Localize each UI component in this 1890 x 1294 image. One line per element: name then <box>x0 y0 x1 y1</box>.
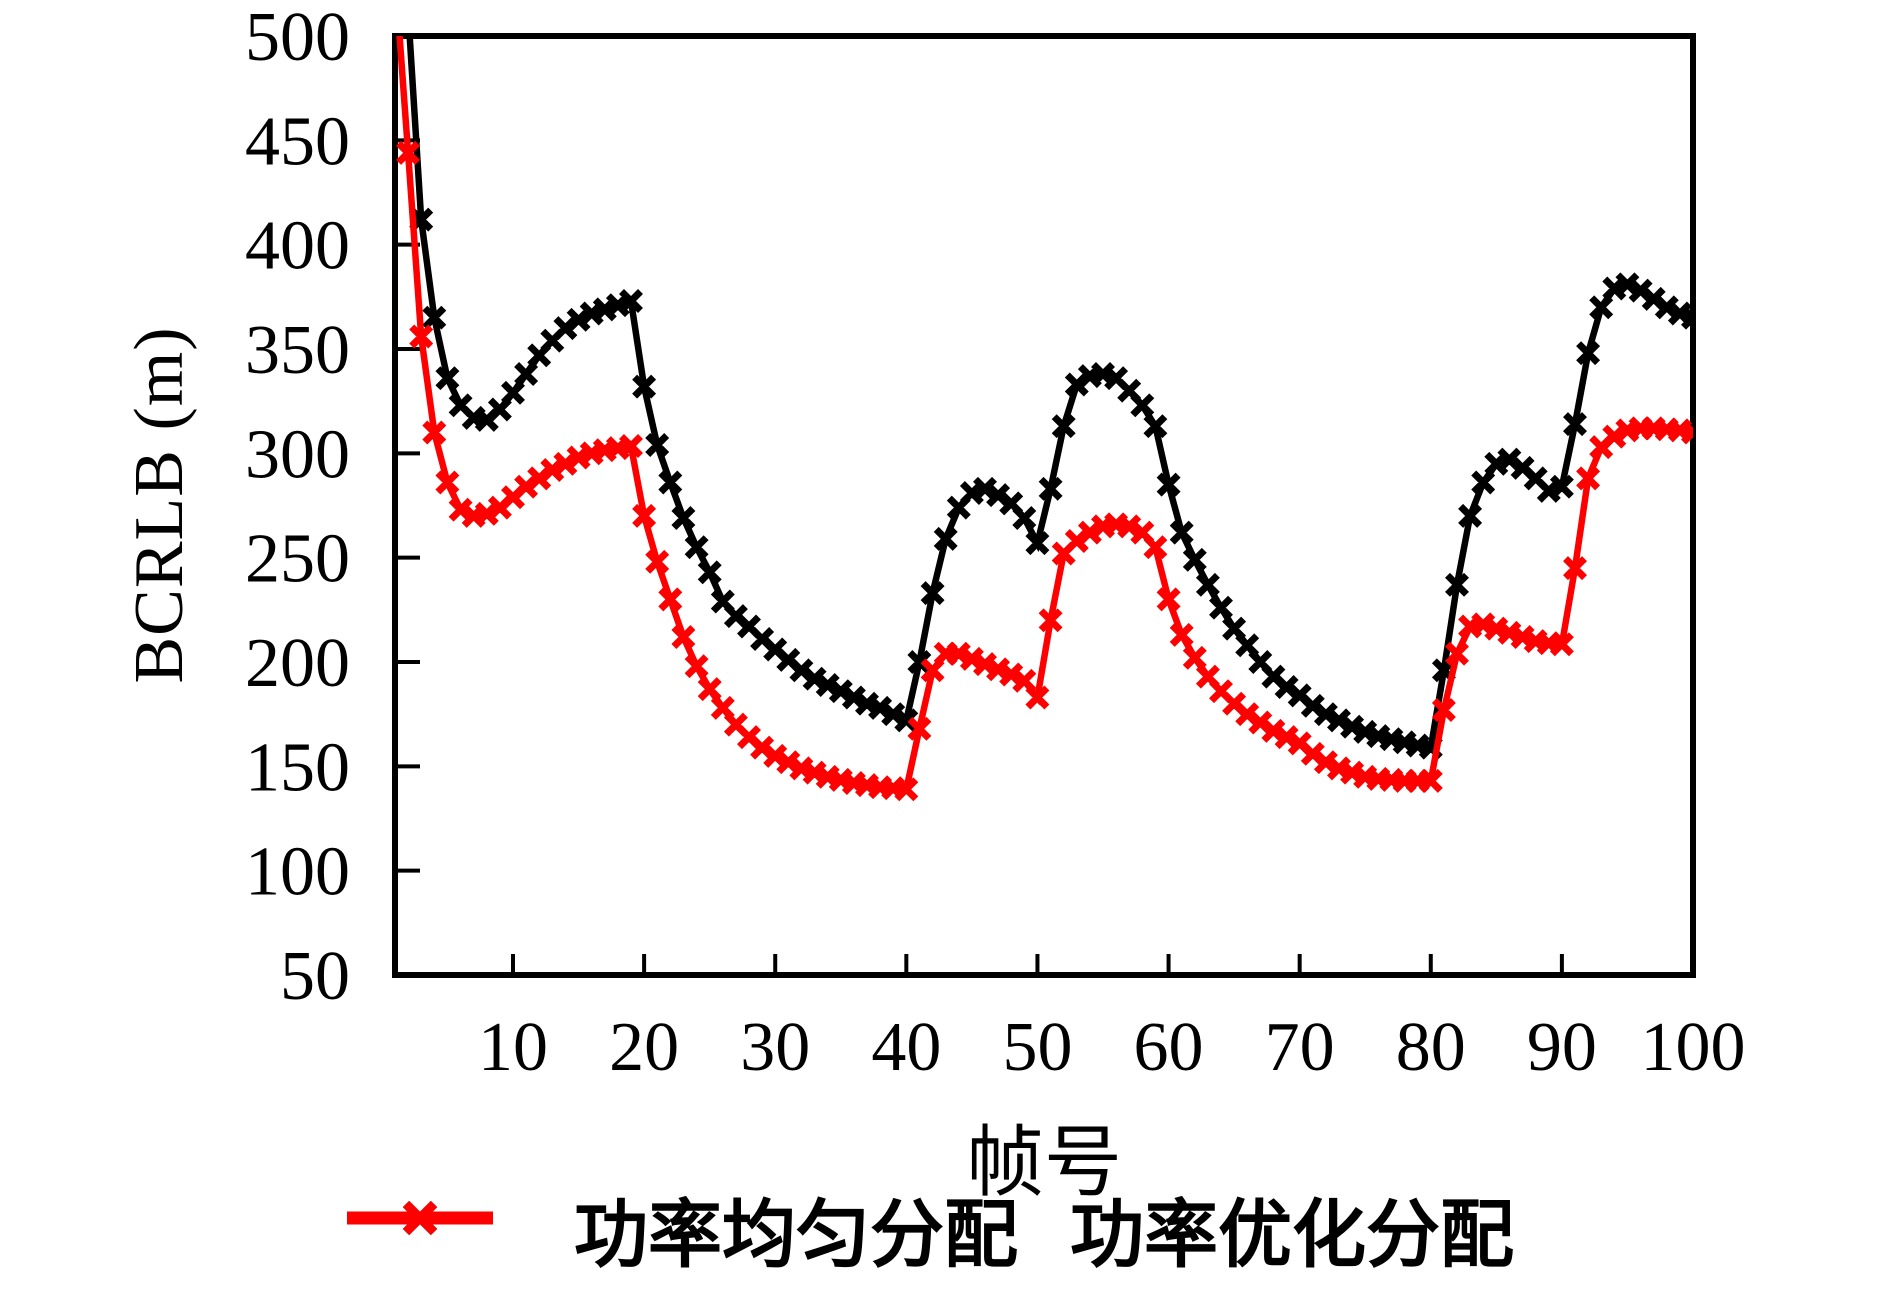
x-axis-label: 帧号 <box>965 1119 1122 1206</box>
y-tick-label: 450 <box>245 103 350 180</box>
legend-label-uniform: 功率均匀分配 <box>574 1193 1018 1276</box>
x-tick-label: 40 <box>871 1009 941 1086</box>
x-tick-label: 60 <box>1134 1009 1204 1086</box>
x-tick-label: 20 <box>609 1009 679 1086</box>
legend: 功率均匀分配 功率优化分配 <box>345 1198 1743 1272</box>
y-tick-label: 400 <box>245 208 350 285</box>
series-optimized-power-line <box>396 36 1693 793</box>
series-optimized-power <box>396 36 1693 802</box>
x-tick-label: 10 <box>478 1009 548 1086</box>
series-uniform-power <box>406 36 1693 760</box>
y-tick-label: 50 <box>280 938 350 1015</box>
x-tick-label: 30 <box>740 1009 810 1086</box>
legend-item-optimized: 功率优化分配 <box>347 1193 1514 1276</box>
x-tick-label: 90 <box>1527 1009 1597 1086</box>
y-tick-label: 100 <box>245 834 350 911</box>
series-optimized-power-markers <box>396 140 1693 802</box>
legend-item-uniform: 功率均匀分配 <box>347 1193 1018 1276</box>
y-tick-label: 250 <box>245 521 350 598</box>
y-tick-label: 200 <box>245 625 350 702</box>
y-tick-label: 500 <box>245 0 350 76</box>
y-tick-label: 150 <box>245 729 350 806</box>
x-tick-label: 100 <box>1641 1009 1746 1086</box>
axis-frame <box>392 33 1696 978</box>
x-tick-label: 70 <box>1265 1009 1335 1086</box>
series-uniform-power-markers <box>409 207 1693 760</box>
legend-label-optimized: 功率优化分配 <box>1070 1193 1514 1276</box>
x-tick-label: 80 <box>1396 1009 1466 1086</box>
y-tick-label: 300 <box>245 416 350 493</box>
legend-marker-optimized-icon <box>347 1200 493 1236</box>
y-tick-label: 350 <box>245 312 350 389</box>
y-axis-label: BCRLB (m) <box>121 326 198 684</box>
x-tick-label: 50 <box>1002 1009 1072 1086</box>
